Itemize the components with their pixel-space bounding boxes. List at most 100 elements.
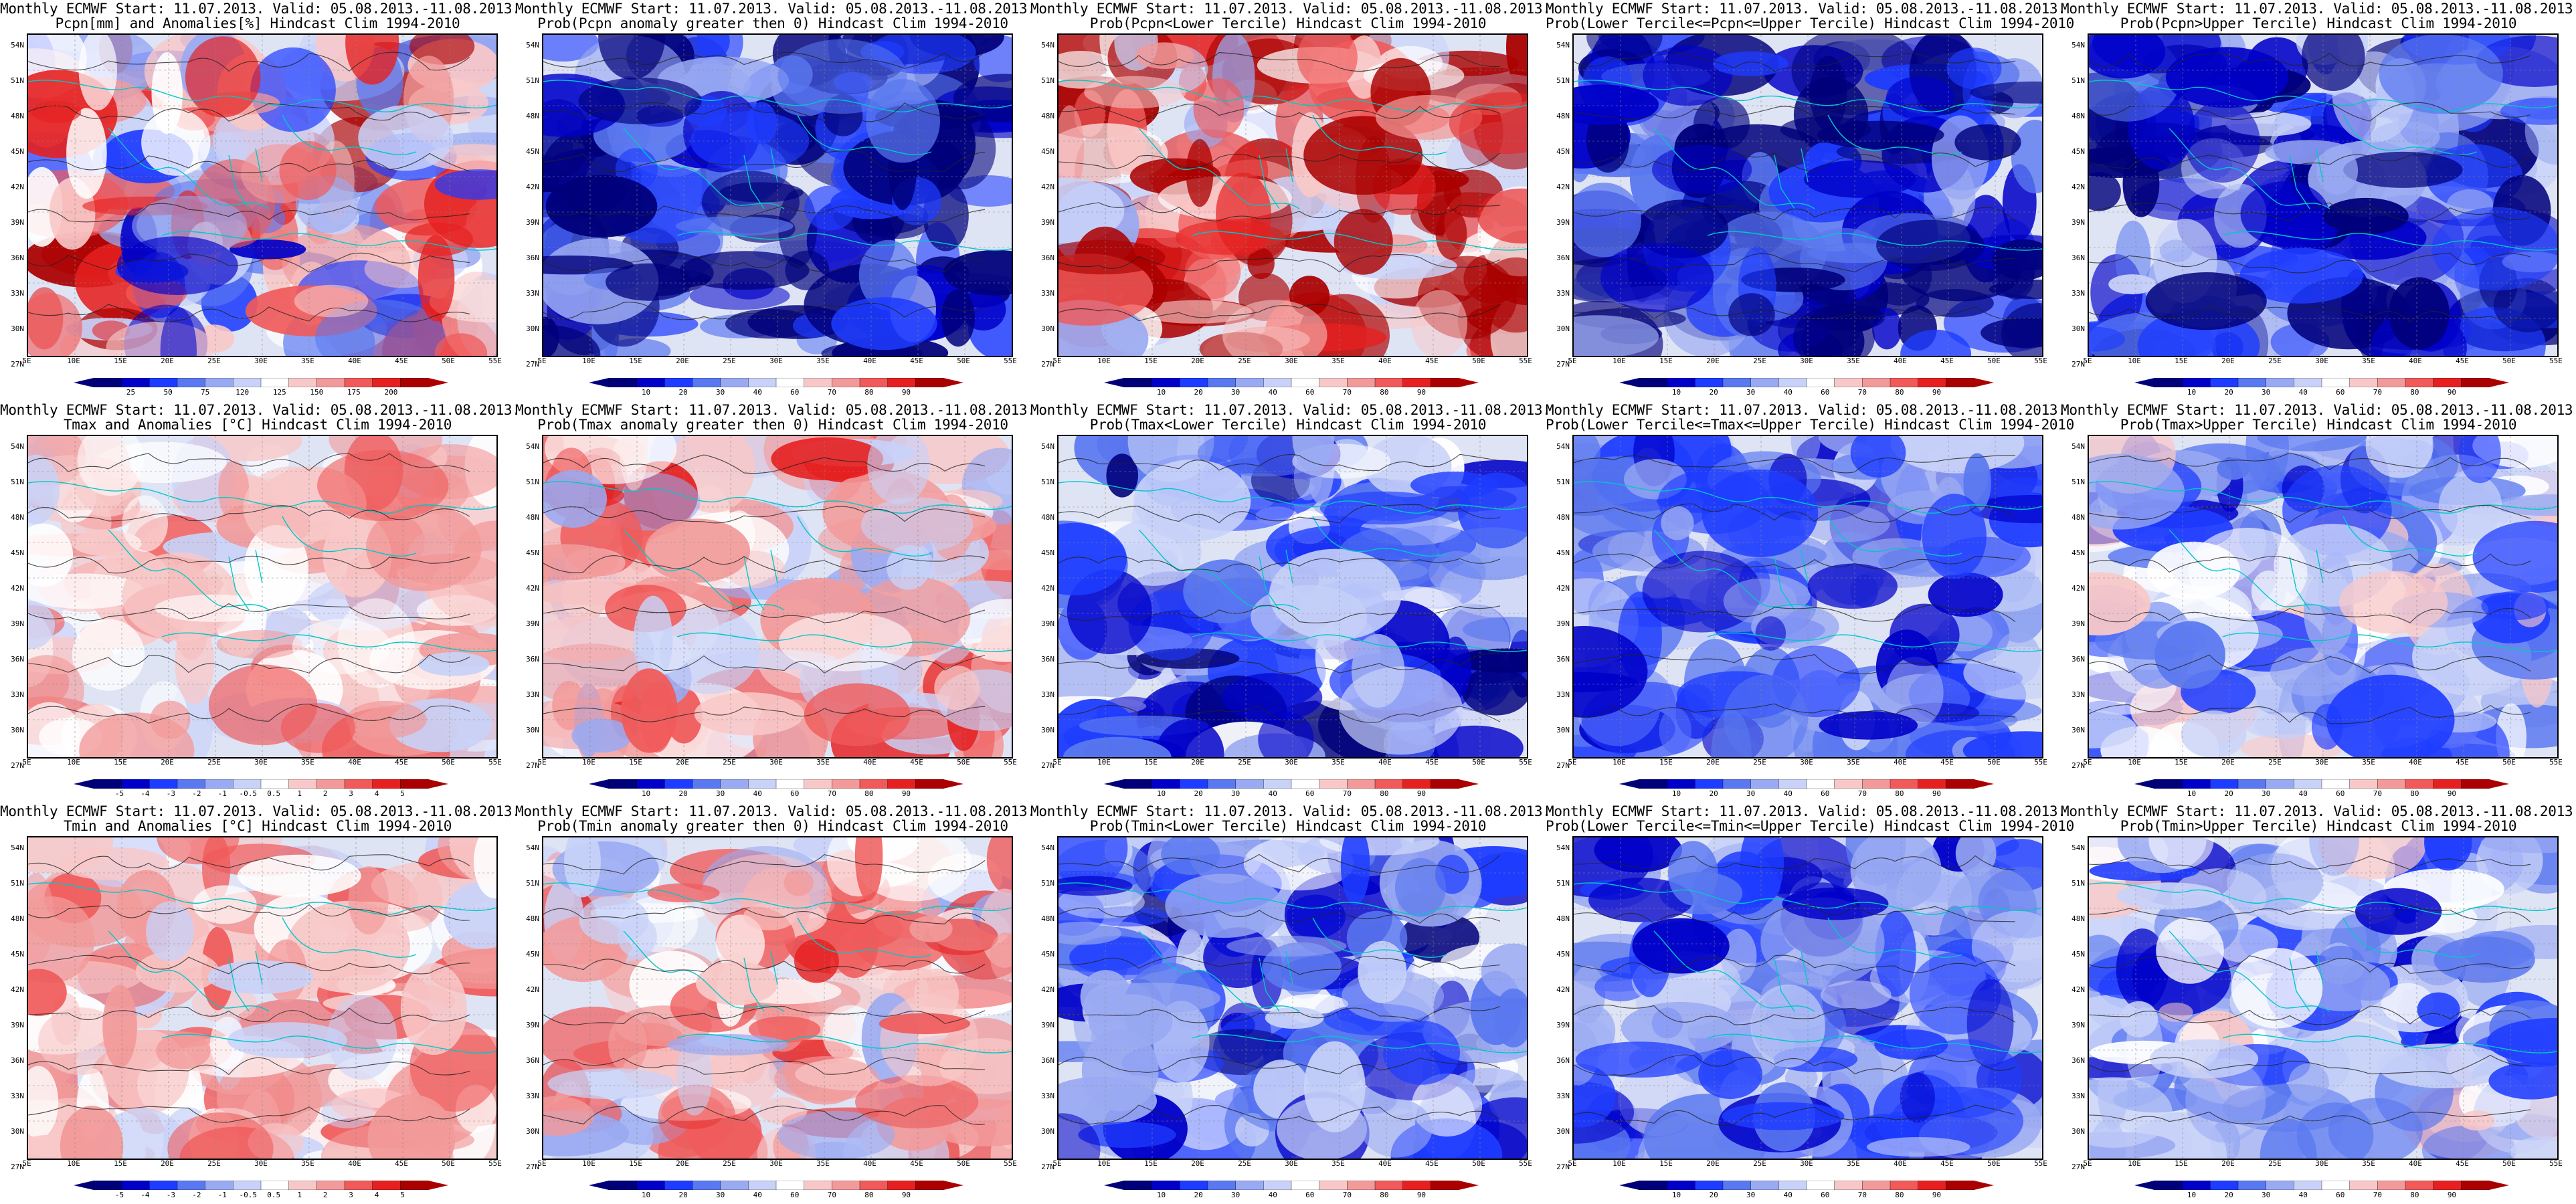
colorbar-swatch [775,378,805,387]
isoline [28,603,470,621]
field-patch [2487,1018,2557,1066]
lon-tick-label: 45E [910,357,923,365]
field-patch [60,1106,124,1159]
colorbar-swatch [1431,1181,1459,1190]
coastline [543,481,1012,514]
colorbar-tick-label: 20 [678,789,688,798]
colorbar-swatch [1890,378,1919,387]
coastline [1707,231,2042,251]
isoline [543,603,986,623]
coastline [1192,1033,1527,1054]
field-patch [1713,51,1788,76]
coastline [1059,80,1527,112]
colorbar-swatch [2266,779,2295,789]
lon-tick-label: 25E [1753,357,1766,365]
field-patch [1876,219,1985,272]
field-patch [2240,181,2330,247]
field-patch [434,169,496,200]
lat-tick-label: 54N [11,843,24,852]
lon-tick-label: 5E [2083,1159,2092,1168]
coastline [743,148,778,209]
field-patch [1186,138,1214,207]
field-patch [2154,621,2225,689]
field-patch [294,284,369,318]
colorbar-tick-label: 70 [1342,388,1352,397]
field-patch [1885,656,1944,729]
field-patch [1621,1001,1740,1054]
colorbar-swatch [121,378,151,387]
field-patch [2149,1039,2259,1079]
colorbar-swatch [2349,1181,2379,1190]
panel-title-line2: Prob(Tmin>Upper Tercile) Hindcast Clim 1… [2120,818,2517,834]
field-patch [1661,506,1694,540]
lon-tick-label: 35E [1847,1159,1860,1168]
field-patch [2424,837,2472,871]
field-patch [667,1033,788,1056]
isoline [1059,605,1501,623]
field-patch [1265,1007,1324,1029]
field-patch [986,837,1012,894]
field-patch [696,961,778,1005]
colorbar-high-arrow [428,378,448,387]
lat-tick-label: 27N [1556,360,1570,369]
colorbar-high-arrow [1974,1181,1994,1190]
colorbar-tick-label: 4 [374,1191,379,1199]
lat-tick-label: 39N [526,619,539,628]
field-patch [146,901,194,962]
lon-tick-label: 35E [2362,357,2375,365]
isoline [2089,252,2531,274]
forecast-map [542,33,1013,357]
isoline [1059,304,1501,322]
lat-tick-label: 36N [526,655,539,664]
coastline [1138,529,1300,611]
colorbar-tick-label: 70 [827,789,836,798]
lon-tick-label: 15E [629,357,642,365]
isoline [28,654,470,674]
field-patch [1059,1113,1101,1159]
colorbar-swatch [2210,779,2239,789]
field-patch [1360,1098,1433,1158]
colorbar-tick-label: 70 [2373,1191,2382,1199]
field-patch [1955,837,1997,877]
field-patch [1908,1039,2023,1118]
field-patch [941,289,976,347]
lon-tick-label: 10E [582,357,595,365]
isoline [2089,504,2531,523]
lat-tick-label: 48N [526,914,539,923]
lat-tick-label: 45N [2072,147,2085,156]
colorbar-swatch [1918,378,1947,387]
coastline [108,529,270,611]
field-patch [2355,888,2442,935]
colorbar-tick-label: 30 [2262,1191,2271,1199]
coastline [623,930,785,1012]
lon-tick-label: 25E [207,758,221,767]
forecast-map [1057,435,1528,759]
field-patch [2472,520,2557,593]
field-patch [237,854,361,897]
map-field [1059,837,1527,1159]
forecast-map [27,435,498,759]
colorbar-tick-label: 90 [1932,789,1942,798]
isoline [1574,1054,2016,1076]
map-panel: Monthly ECMWF Start: 11.07.2013. Valid: … [1030,803,1551,1204]
field-patch [880,994,979,1087]
colorbar-tick-label: 40 [753,1191,762,1199]
field-patch [774,1056,879,1102]
isoline [1574,654,2016,674]
field-patch [990,932,1012,981]
colorbar-swatch [664,378,693,387]
map-panel: Monthly ECMWF Start: 11.07.2013. Valid: … [2061,401,2576,803]
colorbar-tick-label: 2 [323,1191,328,1199]
lon-tick-label: 40E [1894,1159,1907,1168]
field-patch [794,938,839,983]
colorbar-high-arrow [1459,378,1479,387]
field-patch [1453,648,1527,673]
colorbar-tick-label: 30 [1746,388,1756,397]
isoline [2089,955,2531,974]
colorbar-swatch [832,1181,860,1190]
lat-tick-label: 45N [11,548,24,557]
field-patch [2343,151,2463,188]
coastline [228,950,263,1012]
colorbar-swatch [2182,1181,2211,1190]
lat-tick-label: 45N [526,147,539,156]
